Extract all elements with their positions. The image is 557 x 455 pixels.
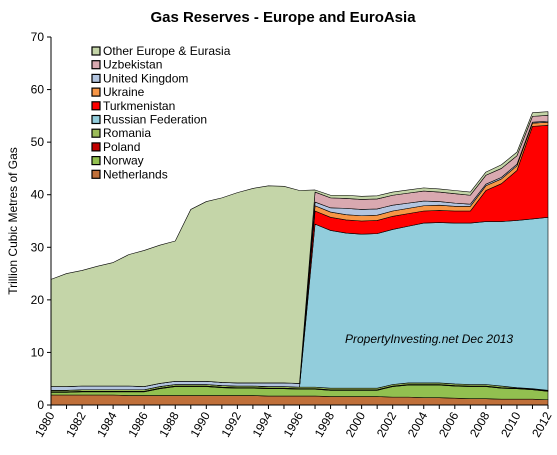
chart-title: Gas Reserves - Europe and EuroAsia	[150, 9, 416, 26]
legend-label-russian-federation: Russian Federation	[103, 113, 207, 127]
chart-annotation: PropertyInvesting.net Dec 2013	[345, 332, 513, 346]
area-other-europe-eurasia	[50, 111, 549, 387]
y-tick-label: 40	[31, 188, 45, 202]
x-tick-label: 2006	[436, 409, 462, 439]
x-tick-label: 1998	[312, 409, 338, 439]
x-tick-label: 1986	[125, 409, 151, 439]
x-tick-label: 1996	[281, 409, 307, 439]
y-tick-label: 60	[31, 83, 45, 97]
legend-label-norway: Norway	[103, 154, 144, 168]
x-tick-label: 2008	[467, 409, 493, 439]
y-ticks: 0 10 20 30 40 50 60 70	[31, 30, 51, 412]
legend-label-turkmenistan: Turkmenistan	[103, 99, 175, 113]
legend-label-ukraine: Ukraine	[103, 85, 145, 99]
legend-swatch-norway	[91, 156, 101, 166]
y-tick-label: 20	[31, 293, 45, 307]
series-areas	[50, 111, 549, 406]
x-tick-label: 1994	[250, 409, 276, 439]
legend-swatch-romania	[91, 128, 101, 138]
x-tick-label: 1984	[94, 409, 120, 439]
x-tick-label: 2004	[405, 409, 431, 439]
legend-swatch-other-europe-eurasia	[91, 46, 101, 56]
x-tick-label: 1980	[32, 409, 58, 439]
x-tick-label: 2012	[529, 409, 555, 439]
legend-swatch-netherlands	[91, 169, 101, 179]
x-tick-label: 2000	[343, 409, 369, 439]
x-tick-label: 2010	[498, 409, 524, 439]
legend-swatch-uzbekistan	[91, 60, 101, 70]
legend-swatch-russian-federation	[91, 114, 101, 125]
y-tick-label: 70	[31, 30, 45, 44]
legend-label-poland: Poland	[103, 140, 140, 154]
legend-label-united-kingdom: United Kingdom	[103, 71, 188, 85]
legend-swatch-poland	[91, 142, 101, 152]
legend-swatch-turkmenistan	[91, 101, 101, 111]
legend-swatch-united-kingdom	[91, 73, 101, 84]
legend-label-romania: Romania	[103, 126, 151, 140]
y-tick-label: 0	[37, 398, 44, 412]
legend-swatch-ukraine	[91, 87, 101, 97]
y-tick-label: 30	[31, 240, 45, 254]
x-ticks: 1980 1982 1984 1986 1988 1990 1992 1994 1996 1998…	[32, 405, 555, 440]
legend-label-other-europe-eurasia: Other Europe & Eurasia	[103, 44, 231, 58]
y-axis-label: Trillion Cubic Metres of Gas	[6, 147, 20, 295]
y-tick-label: 50	[31, 135, 45, 149]
x-tick-label: 1988	[156, 409, 182, 439]
legend-label-netherlands: Netherlands	[103, 167, 168, 181]
legend-label-uzbekistan: Uzbekistan	[103, 58, 162, 72]
x-tick-label: 2002	[374, 409, 400, 439]
y-tick-label: 10	[31, 345, 45, 359]
x-tick-label: 1990	[187, 409, 213, 439]
x-tick-label: 1992	[218, 409, 244, 439]
x-tick-label: 1982	[63, 409, 89, 439]
